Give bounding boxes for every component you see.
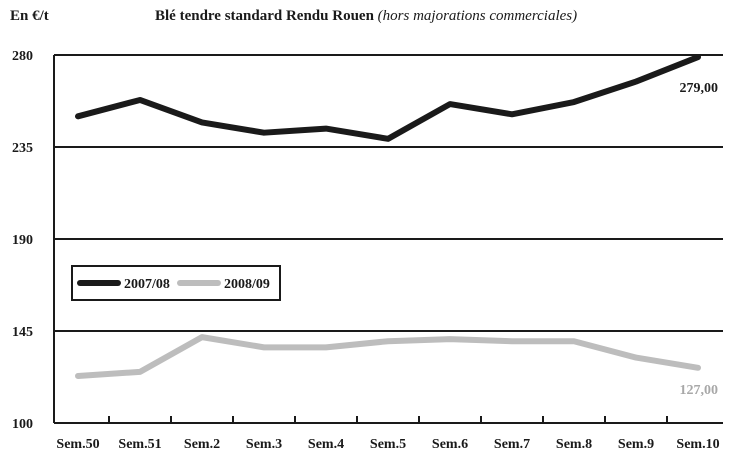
- x-tick-label: Sem.2: [184, 437, 220, 452]
- y-tick-labels: 100 145 190 235 280: [12, 49, 33, 432]
- chart-title-main: Blé tendre standard Rendu Rouen: [155, 8, 374, 24]
- y-tick-label: 100: [12, 417, 33, 432]
- end-value-label: 127,00: [680, 383, 719, 398]
- legend-label: 2008/09: [224, 277, 270, 292]
- y-tick-label: 280: [12, 49, 33, 64]
- series-line-2007/08: [75, 54, 701, 142]
- y-tick-label: 235: [12, 141, 33, 156]
- x-tick-labels: Sem.50 Sem.51 Sem.2 Sem.3 Sem.4 Sem.5 Sem.6 Sem…: [56, 437, 719, 452]
- legend-label: 2007/08: [124, 277, 170, 292]
- gridlines: [54, 54, 723, 332]
- x-tick-label: Sem.51: [118, 437, 161, 452]
- series-line-2008/09: [75, 334, 701, 379]
- axes: [53, 55, 723, 424]
- x-tick-label: Sem.8: [556, 437, 592, 452]
- x-tick-label: Sem.50: [56, 437, 99, 452]
- chart-title: Blé tendre standard Rendu Rouen (hors ma…: [155, 8, 577, 25]
- x-tick-label: Sem.9: [618, 437, 654, 452]
- x-tick-label: Sem.7: [494, 437, 530, 452]
- series-lines: [75, 54, 701, 379]
- x-tick-label: Sem.3: [246, 437, 282, 452]
- y-unit-label: En €/t: [10, 8, 49, 24]
- x-tick-label: Sem.6: [432, 437, 468, 452]
- end-value-label: 279,00: [680, 81, 719, 96]
- end-labels: 279,00 127,00: [680, 81, 719, 398]
- x-tick-label: Sem.10: [676, 437, 719, 452]
- y-tick-label: 190: [12, 233, 33, 248]
- legend: 2007/08 2008/09: [71, 265, 281, 301]
- chart-subtitle: (hors majorations commerciales): [377, 8, 578, 24]
- x-tick-label: Sem.5: [370, 437, 406, 452]
- y-tick-label: 145: [12, 325, 33, 340]
- x-tick-label: Sem.4: [308, 437, 344, 452]
